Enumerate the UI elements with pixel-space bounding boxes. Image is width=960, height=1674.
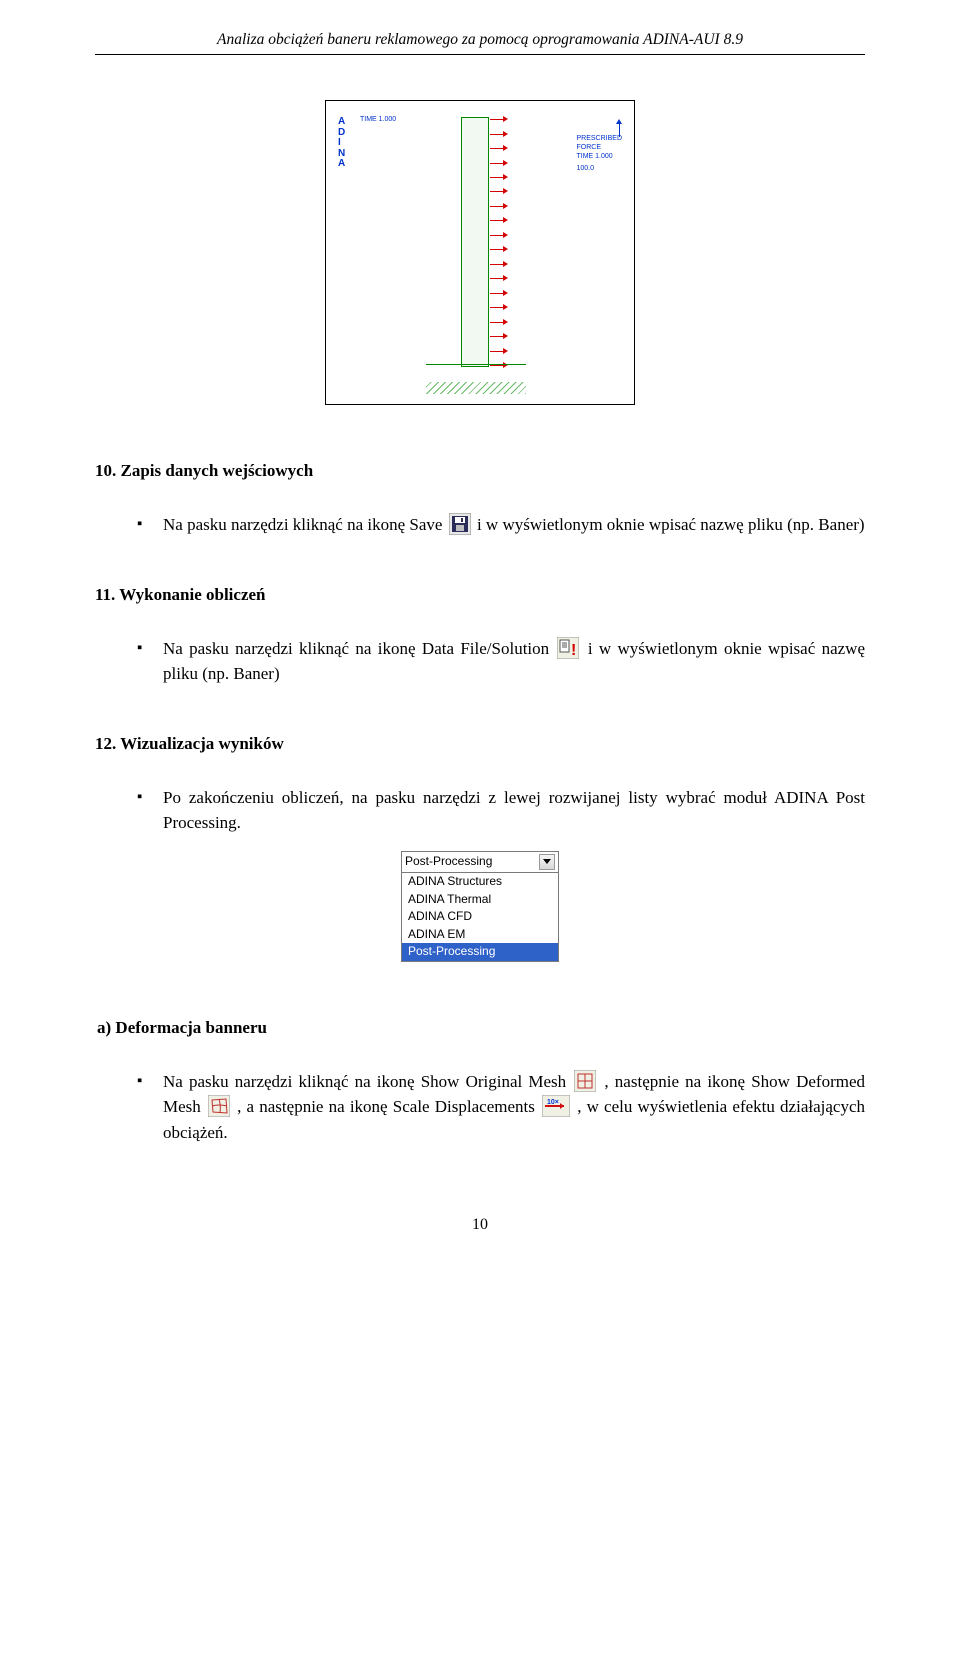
header-rule bbox=[95, 54, 865, 55]
section-11-heading: 11. Wykonanie obliczeń bbox=[95, 584, 865, 606]
subsection-a-heading: a) Deformacja banneru bbox=[97, 1017, 865, 1039]
s10-text-post: i w wyświetlonym oknie wpisać nazwę plik… bbox=[477, 515, 865, 534]
dropdown-option[interactable]: ADINA Structures bbox=[402, 873, 558, 891]
force-arrow-icon bbox=[490, 148, 504, 149]
s11-text-pre: Na pasku narzędzi kliknąć na ikonę Data … bbox=[163, 639, 555, 658]
dropdown-selected-text: Post-Processing bbox=[405, 854, 539, 870]
s10-text-pre: Na pasku narzędzi kliknąć na ikonę Save bbox=[163, 515, 447, 534]
beam-column bbox=[461, 117, 489, 367]
force-arrow-icon bbox=[490, 351, 504, 352]
bullet-icon: ▪ bbox=[137, 512, 163, 535]
bullet-icon: ▪ bbox=[137, 636, 163, 659]
force-arrow-icon bbox=[490, 336, 504, 337]
suba-t1: Na pasku narzędzi kliknąć na ikonę Show … bbox=[163, 1072, 572, 1091]
svg-text:!: ! bbox=[571, 642, 576, 659]
force-arrow-icon bbox=[490, 278, 504, 279]
dropdown-option[interactable]: ADINA Thermal bbox=[402, 891, 558, 909]
force-arrow-icon bbox=[490, 134, 504, 135]
chevron-down-icon[interactable] bbox=[539, 854, 555, 870]
bullet-icon: ▪ bbox=[137, 1069, 163, 1092]
show-original-mesh-icon bbox=[574, 1070, 596, 1092]
force-arrow-icon bbox=[490, 249, 504, 250]
dropdown-selected[interactable]: Post-Processing bbox=[402, 852, 558, 873]
force-arrow-icon bbox=[490, 307, 504, 308]
dropdown-option[interactable]: Post-Processing bbox=[402, 943, 558, 961]
page-number: 10 bbox=[95, 1215, 865, 1236]
subsection-a-bullet: ▪ Na pasku narzędzi kliknąć na ikonę Sho… bbox=[137, 1069, 865, 1146]
dropdown-option[interactable]: ADINA CFD bbox=[402, 908, 558, 926]
page-header-title: Analiza obciążeń baneru reklamowego za p… bbox=[95, 30, 865, 54]
force-arrow-icon bbox=[490, 206, 504, 207]
module-dropdown: Post-Processing ADINA StructuresADINA Th… bbox=[401, 851, 559, 962]
force-arrow-icon bbox=[490, 220, 504, 221]
scale-displacements-icon: 10× bbox=[542, 1095, 570, 1117]
adina-vertical-label: A D I N A bbox=[338, 117, 345, 170]
force-arrow-icon bbox=[490, 293, 504, 294]
force-arrow-icon bbox=[490, 119, 504, 120]
force-arrow-icon bbox=[490, 322, 504, 323]
force-arrow-icon bbox=[490, 235, 504, 236]
force-arrow-icon bbox=[490, 177, 504, 178]
s12-text: Po zakończeniu obliczeń, na pasku narzęd… bbox=[163, 785, 865, 836]
force-arrow-icon bbox=[490, 163, 504, 164]
section-10-heading: 10. Zapis danych wejściowych bbox=[95, 460, 865, 482]
adina-model-figure: A D I N A TIME 1.000 PRESCRIBED FORCE TI… bbox=[325, 100, 635, 405]
force-arrows bbox=[490, 119, 510, 365]
bullet-icon: ▪ bbox=[137, 785, 163, 808]
show-deformed-mesh-icon bbox=[208, 1095, 230, 1117]
section-11-bullet: ▪ Na pasku narzędzi kliknąć na ikonę Dat… bbox=[137, 636, 865, 687]
force-arrow-icon bbox=[490, 191, 504, 192]
data-file-solution-icon: ! bbox=[557, 637, 579, 659]
section-12-bullet: ▪ Po zakończeniu obliczeń, na pasku narz… bbox=[137, 785, 865, 836]
save-icon bbox=[449, 513, 471, 535]
svg-text:10×: 10× bbox=[547, 1099, 559, 1106]
dropdown-list: ADINA StructuresADINA ThermalADINA CFDAD… bbox=[402, 873, 558, 961]
figure-force-legend: PRESCRIBED FORCE TIME 1.000 100.0 bbox=[576, 135, 622, 174]
beam-base bbox=[426, 364, 526, 384]
section-10-bullet: ▪ Na pasku narzędzi kliknąć na ikonę Sav… bbox=[137, 512, 865, 538]
suba-t3: , a następnie na ikonę Scale Displacemen… bbox=[237, 1097, 540, 1116]
force-arrow-icon bbox=[490, 264, 504, 265]
section-12-heading: 12. Wizualizacja wyników bbox=[95, 733, 865, 755]
dropdown-option[interactable]: ADINA EM bbox=[402, 926, 558, 944]
figure-time-label: TIME 1.000 bbox=[360, 115, 396, 124]
